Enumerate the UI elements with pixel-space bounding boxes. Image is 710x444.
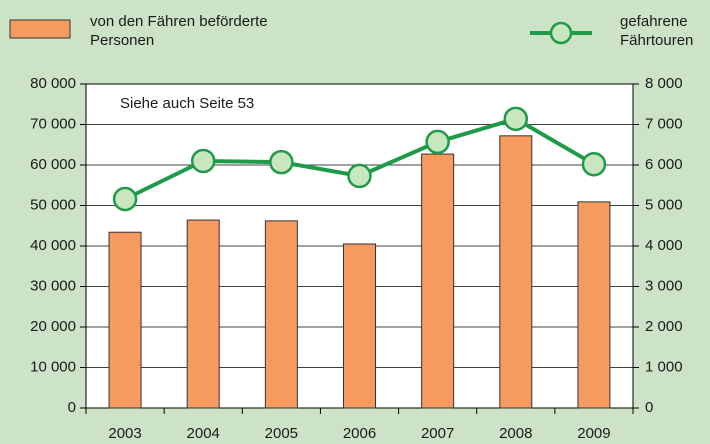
y-tick-label: 40 000	[30, 237, 76, 254]
x-tick-label: 2007	[421, 425, 454, 442]
legend-swatch	[549, 21, 573, 45]
bar	[577, 201, 611, 409]
y2-tick-label: 8 000	[645, 75, 683, 92]
marker	[112, 186, 138, 212]
y2-tick-label: 3 000	[645, 277, 683, 294]
marker	[347, 163, 372, 189]
marker	[269, 149, 294, 175]
x-tick-label: 2004	[187, 425, 220, 442]
y2-tick-label: 2 000	[645, 318, 683, 335]
y-tick-label: 30 000	[30, 277, 76, 294]
y2-tick-label: 5 000	[645, 196, 683, 213]
y2-tick-label: 1 000	[645, 358, 683, 375]
bar	[186, 219, 220, 409]
legend-label: von den Fähren beförderte Personen	[90, 13, 268, 49]
x-tick-label: 2003	[108, 425, 141, 442]
marker	[190, 148, 216, 174]
y-tick-label: 50 000	[30, 196, 76, 213]
y-tick-label: 70 000	[30, 115, 76, 132]
legend-label: gefahrene Fährtouren	[620, 13, 694, 49]
y-tick-label: 80 000	[30, 75, 76, 92]
y2-tick-label: 7 000	[645, 115, 683, 132]
bar	[108, 231, 142, 409]
x-tick-label: 2009	[577, 425, 610, 442]
marker	[503, 106, 529, 132]
bar	[421, 153, 455, 409]
y2-tick-label: 0	[645, 399, 653, 416]
bar	[499, 135, 533, 409]
y-tick-label: 10 000	[30, 358, 76, 375]
bar	[264, 220, 298, 409]
annotation: Siehe auch Seite 53	[120, 95, 254, 112]
marker	[425, 129, 450, 155]
x-tick-label: 2008	[499, 425, 532, 442]
y-tick-label: 20 000	[30, 318, 76, 335]
bar	[343, 243, 376, 409]
y2-tick-label: 4 000	[645, 237, 683, 254]
y-tick-label: 60 000	[30, 156, 76, 173]
y2-tick-label: 6 000	[645, 156, 683, 173]
x-tick-label: 2006	[343, 425, 376, 442]
marker	[581, 151, 607, 177]
x-tick-label: 2005	[265, 425, 298, 442]
y-tick-label: 0	[68, 399, 76, 416]
legend-swatch	[9, 19, 71, 39]
